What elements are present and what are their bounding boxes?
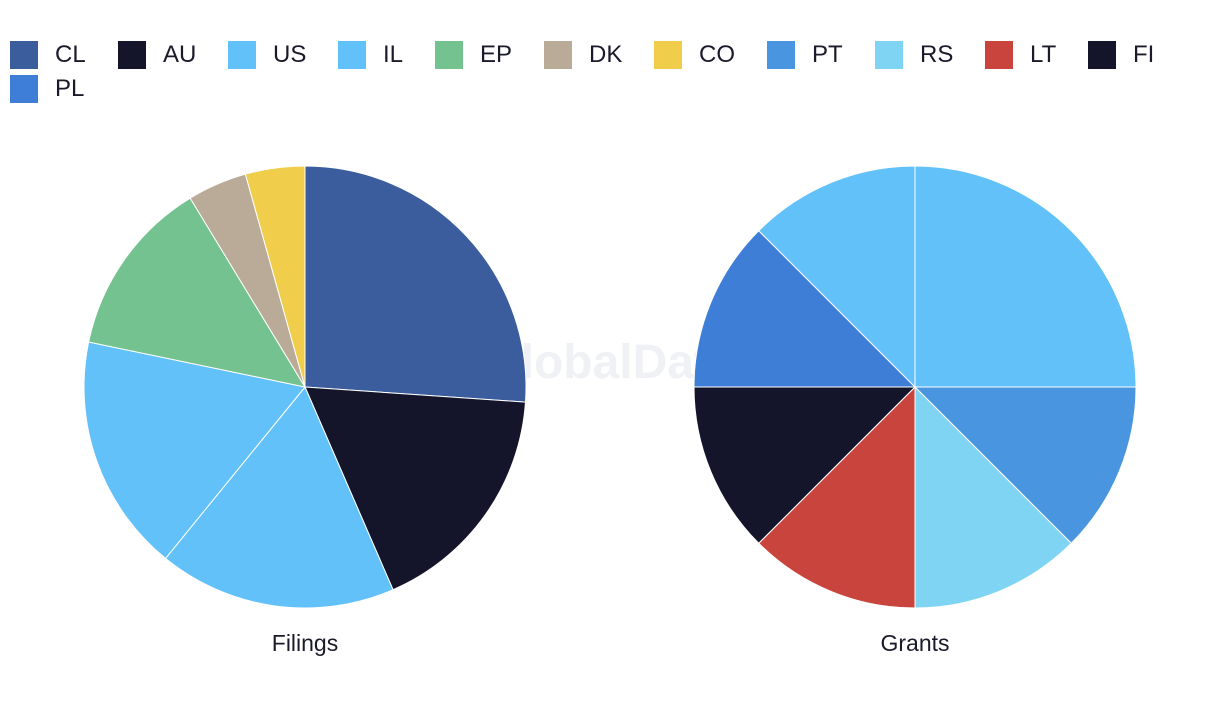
legend-label: EP <box>480 41 513 68</box>
legend-label: CO <box>699 41 735 68</box>
legend-swatch <box>435 41 463 69</box>
pie-slice-au[interactable] <box>304 386 527 591</box>
legend-label: IL <box>383 41 404 68</box>
legend-swatch <box>1088 41 1116 69</box>
legend-item-fi[interactable]: FI <box>1088 40 1154 70</box>
pie-slice-us[interactable] <box>914 165 1137 388</box>
pie-slice-pt[interactable] <box>913 386 1137 544</box>
pie-slice-us[interactable] <box>164 386 394 609</box>
pie-chart-filings <box>83 165 527 609</box>
legend-item-il[interactable]: IL <box>338 40 403 70</box>
legend-item-dk[interactable]: DK <box>544 40 622 70</box>
legend-swatch <box>10 75 38 103</box>
legend-item-us[interactable]: US <box>228 40 306 70</box>
pie-slice-lt[interactable] <box>758 385 916 609</box>
legend-label: US <box>273 41 307 68</box>
legend-item-lt[interactable]: LT <box>985 40 1056 70</box>
pie-title-grants: Grants <box>880 630 949 656</box>
legend-label: CL <box>55 41 86 68</box>
legend-swatch <box>767 41 795 69</box>
legend-item-pt[interactable]: PT <box>767 40 843 70</box>
legend-item-pl[interactable]: PL <box>10 74 84 104</box>
pie-slice-il[interactable] <box>758 165 916 389</box>
legend-label: PT <box>812 41 843 68</box>
legend-swatch <box>544 41 572 69</box>
legend-item-au[interactable]: AU <box>118 40 196 70</box>
pie-slice-fi[interactable] <box>693 386 917 544</box>
pie-slice-rs[interactable] <box>914 385 1072 609</box>
legend-label: AU <box>163 41 197 68</box>
legend-swatch <box>985 41 1013 69</box>
pie-slice-ep[interactable] <box>88 197 307 388</box>
legend-swatch <box>338 41 366 69</box>
pie-slice-il[interactable] <box>83 341 306 560</box>
legend-swatch <box>118 41 146 69</box>
legend-swatch <box>10 41 38 69</box>
pie-chart-grants <box>693 165 1137 609</box>
legend-item-rs[interactable]: RS <box>875 40 953 70</box>
pie-slice-co[interactable] <box>244 165 306 388</box>
pie-title-filings: Filings <box>272 630 338 656</box>
legend-label: RS <box>920 41 954 68</box>
pie-slice-pl[interactable] <box>693 230 917 388</box>
legend-label: FI <box>1133 41 1155 68</box>
legend-swatch <box>654 41 682 69</box>
legend-item-cl[interactable]: CL <box>10 40 86 70</box>
pie-slice-cl[interactable] <box>304 165 527 403</box>
legend-label: DK <box>589 41 623 68</box>
legend-item-co[interactable]: CO <box>654 40 735 70</box>
legend-label: PL <box>55 75 85 102</box>
legend-swatch <box>228 41 256 69</box>
legend-swatch <box>875 41 903 69</box>
legend-item-ep[interactable]: EP <box>435 40 512 70</box>
legend-label: LT <box>1030 41 1057 68</box>
